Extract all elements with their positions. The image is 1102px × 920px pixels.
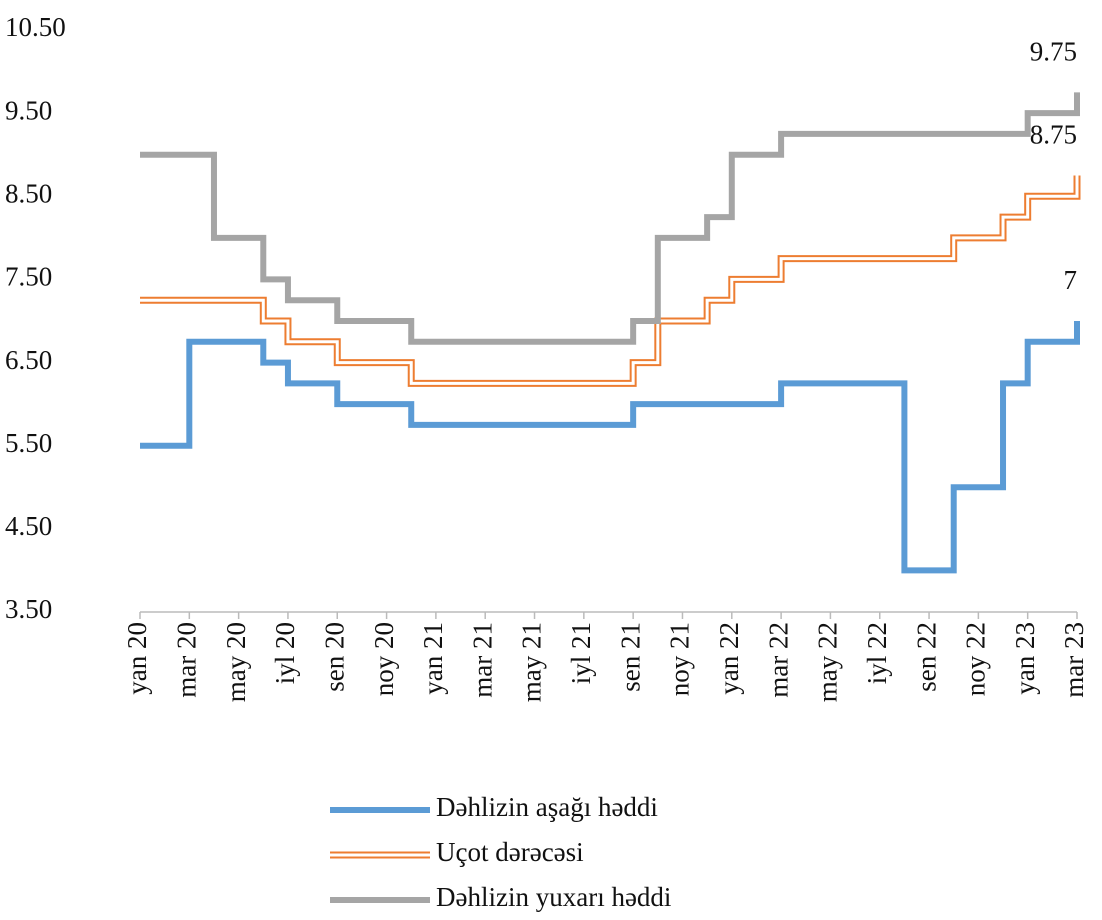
series-line [140, 92, 1080, 345]
x-tick-label: noy 22 [961, 622, 991, 696]
x-tick-label: may 22 [813, 622, 843, 702]
x-tick-label: sen 22 [911, 622, 941, 692]
y-tick-label: 10.50 [5, 12, 66, 42]
x-tick-label: sen 21 [615, 622, 645, 692]
x-tick-label: iyl 20 [270, 622, 300, 684]
y-tick-label: 5.50 [5, 428, 52, 458]
x-tick-label: mar 23 [1059, 622, 1089, 698]
data-label: 9.75 [1030, 37, 1077, 67]
y-tick-label: 6.50 [5, 345, 52, 375]
legend-label: Dəhlizin aşağı həddi [436, 792, 658, 822]
series-line-inner [140, 175, 1079, 385]
x-tick-label: iyl 21 [566, 622, 596, 684]
x-tick-label: noy 20 [369, 622, 399, 696]
x-tick-label: yan 23 [1010, 622, 1040, 695]
x-tick-label: yan 20 [122, 622, 152, 695]
legend-label: Dəhlizin yuxarı həddi [436, 882, 671, 912]
y-tick-label: 9.50 [5, 95, 52, 125]
x-tick-label: mar 20 [172, 622, 202, 698]
x-tick-label: mar 22 [763, 622, 793, 698]
y-tick-label: 3.50 [5, 594, 52, 624]
series-line [140, 321, 1080, 574]
x-tick-label: may 21 [517, 622, 547, 702]
x-tick-label: sen 20 [319, 622, 349, 692]
x-tick-label: mar 21 [467, 622, 497, 698]
data-label: 8.75 [1030, 120, 1077, 150]
x-tick-label: yan 21 [418, 622, 448, 695]
data-label: 7 [1064, 265, 1078, 295]
y-tick-label: 4.50 [5, 511, 52, 541]
x-tick-label: may 20 [221, 622, 251, 702]
x-tick-label: iyl 22 [862, 622, 892, 684]
x-tick-label: noy 21 [665, 622, 695, 696]
y-tick-label: 7.50 [5, 262, 52, 292]
legend-label: Uçot dərəcəsi [436, 837, 584, 867]
x-tick-label: yan 22 [714, 622, 744, 695]
y-tick-label: 8.50 [5, 178, 52, 208]
